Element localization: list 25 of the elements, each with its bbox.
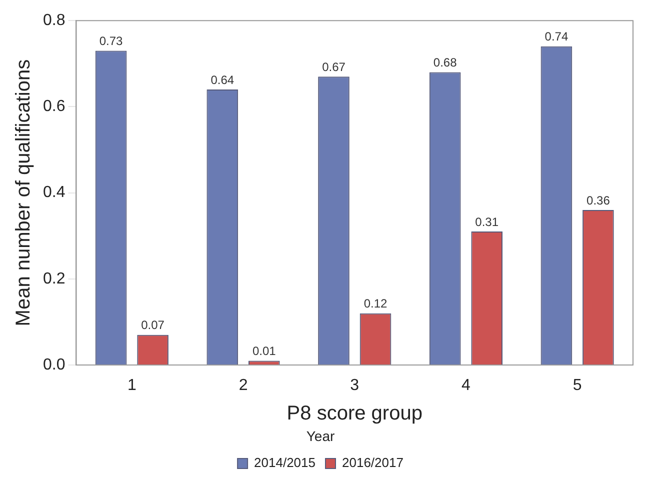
data-label: 0.36 — [586, 193, 610, 208]
y-axis-title: Mean number of qualifications — [12, 59, 35, 326]
x-tick-label: 4 — [462, 377, 471, 394]
data-label: 0.01 — [252, 344, 276, 358]
data-label: 0.12 — [364, 296, 388, 311]
data-label: 0.64 — [210, 72, 234, 87]
x-tick-label: 2 — [238, 377, 248, 394]
y-tick-label: 0.8 — [42, 12, 66, 30]
data-label: 0.31 — [475, 214, 499, 229]
data-label: 0.07 — [141, 318, 165, 332]
data-label: 0.74 — [544, 30, 568, 44]
data-label: 0.73 — [99, 34, 124, 48]
x-tick-label: 5 — [572, 377, 582, 394]
data-label: 0.67 — [322, 60, 346, 74]
x-axis-title: P8 score group — [286, 402, 422, 425]
legend-label: 2016/2017 — [342, 455, 404, 470]
legend-title: Year — [306, 428, 335, 444]
x-tick-label: 1 — [127, 377, 136, 394]
legend-label: 2014/2015 — [254, 455, 316, 470]
y-tick-label: 0.4 — [42, 184, 66, 202]
x-tick-label: 3 — [350, 377, 360, 394]
y-tick-label: 0.0 — [42, 356, 66, 374]
y-tick-label: 0.2 — [42, 270, 66, 288]
y-tick-label: 0.6 — [42, 98, 66, 116]
data-label: 0.68 — [433, 56, 458, 70]
